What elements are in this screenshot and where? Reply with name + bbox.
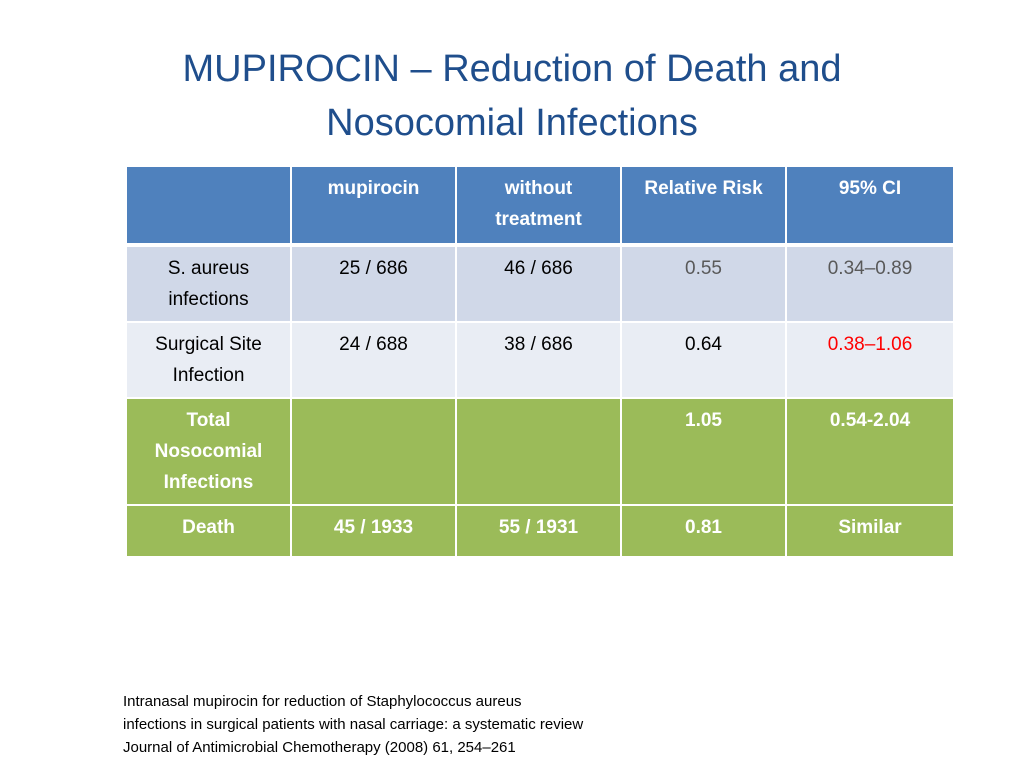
mupirocin-cell: 25 / 686 bbox=[292, 247, 457, 323]
relative-risk-cell: 0.64 bbox=[622, 323, 787, 399]
citation-line-1: Intranasal mupirocin for reduction of St… bbox=[123, 693, 522, 710]
mupirocin-cell bbox=[292, 399, 457, 506]
relative-risk-cell: 1.05 bbox=[622, 399, 787, 506]
results-table: mupirocin without treatment Relative Ris… bbox=[127, 167, 953, 556]
header-cell-blank bbox=[127, 167, 292, 247]
slide-title-line-2: Nosocomial Infections bbox=[326, 102, 698, 144]
row-label: Death bbox=[127, 506, 292, 556]
mupirocin-cell: 45 / 1933 bbox=[292, 506, 457, 556]
table-row: Total Nosocomial Infections 1.05 0.54-2.… bbox=[127, 399, 953, 506]
header-cell-relative-risk: Relative Risk bbox=[622, 167, 787, 247]
table-row: S. aureus infections 25 / 686 46 / 686 0… bbox=[127, 247, 953, 323]
citation: Intranasal mupirocin for reduction of St… bbox=[123, 690, 763, 759]
ci-cell: 0.54-2.04 bbox=[787, 399, 953, 506]
table-row: Surgical Site Infection 24 / 688 38 / 68… bbox=[127, 323, 953, 399]
slide-title: MUPIROCIN – Reduction of Death and Nosoc… bbox=[100, 42, 924, 150]
table-row: Death 45 / 1933 55 / 1931 0.81 Similar bbox=[127, 506, 953, 556]
relative-risk-cell: 0.81 bbox=[622, 506, 787, 556]
table-header-row: mupirocin without treatment Relative Ris… bbox=[127, 167, 953, 247]
header-cell-mupirocin: mupirocin bbox=[292, 167, 457, 247]
row-label: Surgical Site Infection bbox=[127, 323, 292, 399]
ci-cell: 0.34–0.89 bbox=[787, 247, 953, 323]
without-treatment-cell bbox=[457, 399, 622, 506]
ci-cell-highlighted: 0.38–1.06 bbox=[787, 323, 953, 399]
citation-line-3: Journal of Antimicrobial Chemotherapy (2… bbox=[123, 739, 516, 756]
relative-risk-cell: 0.55 bbox=[622, 247, 787, 323]
without-treatment-cell: 55 / 1931 bbox=[457, 506, 622, 556]
without-treatment-cell: 38 / 686 bbox=[457, 323, 622, 399]
citation-line-2: infections in surgical patients with nas… bbox=[123, 716, 584, 733]
ci-cell: Similar bbox=[787, 506, 953, 556]
mupirocin-cell: 24 / 688 bbox=[292, 323, 457, 399]
row-label: Total Nosocomial Infections bbox=[127, 399, 292, 506]
slide-title-line-1: MUPIROCIN – Reduction of Death and bbox=[182, 48, 842, 90]
header-cell-without-treatment: without treatment bbox=[457, 167, 622, 247]
row-label: S. aureus infections bbox=[127, 247, 292, 323]
header-cell-ci: 95% CI bbox=[787, 167, 953, 247]
without-treatment-cell: 46 / 686 bbox=[457, 247, 622, 323]
